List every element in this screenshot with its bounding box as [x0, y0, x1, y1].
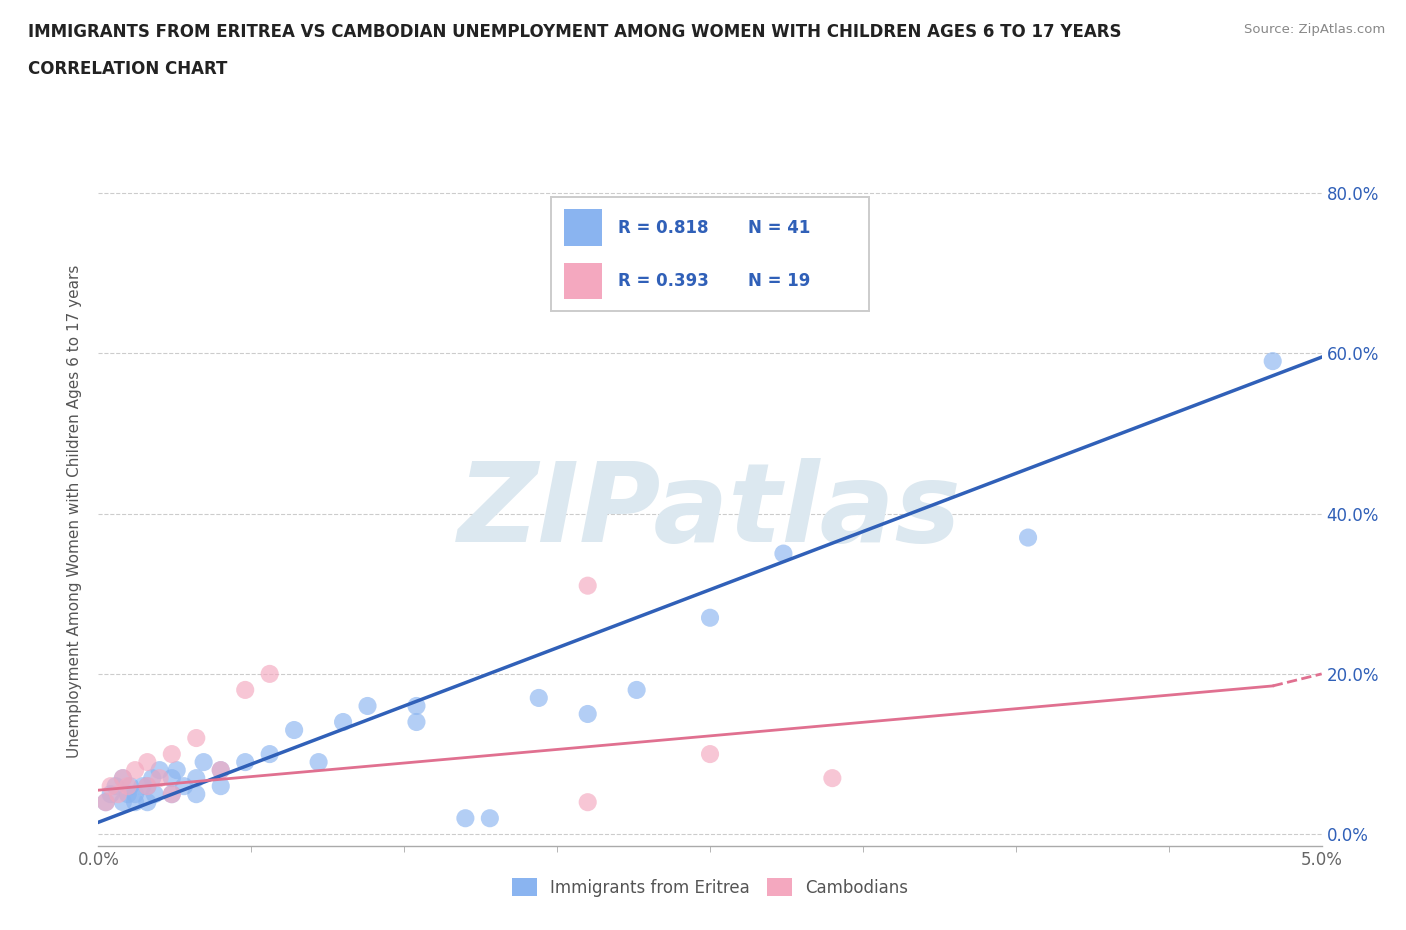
- Text: N = 41: N = 41: [748, 219, 811, 236]
- Point: [186, 731, 208, 746]
- Text: N = 19: N = 19: [748, 272, 811, 290]
- Point: [111, 795, 134, 810]
- Point: [209, 763, 232, 777]
- Point: [259, 747, 281, 762]
- Text: R = 0.818: R = 0.818: [617, 219, 709, 236]
- Point: [405, 714, 427, 729]
- Point: [117, 787, 139, 802]
- Point: [166, 763, 188, 777]
- Point: [94, 795, 117, 810]
- Point: [308, 754, 330, 769]
- Point: [821, 771, 844, 786]
- Point: [136, 754, 159, 769]
- Point: [626, 683, 648, 698]
- Text: Source: ZipAtlas.com: Source: ZipAtlas.com: [1244, 23, 1385, 36]
- Text: ZIPatlas: ZIPatlas: [458, 458, 962, 565]
- Point: [143, 787, 166, 802]
- Point: [576, 707, 599, 722]
- Point: [111, 771, 134, 786]
- Point: [233, 754, 256, 769]
- Point: [136, 778, 159, 793]
- Point: [186, 771, 208, 786]
- Point: [209, 763, 232, 777]
- Point: [160, 787, 183, 802]
- Point: [209, 778, 232, 793]
- Point: [283, 723, 305, 737]
- Point: [136, 778, 159, 793]
- Point: [233, 683, 256, 698]
- Point: [160, 747, 183, 762]
- Point: [107, 787, 129, 802]
- Point: [478, 811, 501, 826]
- Text: CORRELATION CHART: CORRELATION CHART: [28, 60, 228, 78]
- Point: [186, 787, 208, 802]
- Point: [100, 778, 122, 793]
- Point: [772, 546, 794, 561]
- Point: [131, 778, 153, 793]
- Point: [699, 610, 721, 625]
- Point: [136, 795, 159, 810]
- Point: [160, 771, 183, 786]
- Point: [124, 763, 146, 777]
- FancyBboxPatch shape: [564, 263, 602, 299]
- Point: [160, 787, 183, 802]
- Point: [111, 771, 134, 786]
- Point: [173, 778, 195, 793]
- Point: [576, 795, 599, 810]
- Y-axis label: Unemployment Among Women with Children Ages 6 to 17 years: Unemployment Among Women with Children A…: [67, 265, 83, 758]
- Point: [1017, 530, 1039, 545]
- Point: [259, 667, 281, 682]
- Point: [94, 795, 117, 810]
- FancyBboxPatch shape: [564, 209, 602, 246]
- Point: [100, 787, 122, 802]
- Point: [576, 578, 599, 593]
- Point: [104, 778, 127, 793]
- Point: [124, 787, 146, 802]
- Point: [699, 747, 721, 762]
- Point: [332, 714, 354, 729]
- Text: R = 0.393: R = 0.393: [617, 272, 709, 290]
- Point: [454, 811, 477, 826]
- Point: [1261, 353, 1284, 368]
- Point: [527, 690, 550, 705]
- Point: [405, 698, 427, 713]
- Point: [193, 754, 215, 769]
- Point: [124, 795, 146, 810]
- Legend: Immigrants from Eritrea, Cambodians: Immigrants from Eritrea, Cambodians: [503, 870, 917, 905]
- Point: [149, 771, 172, 786]
- Point: [356, 698, 378, 713]
- Point: [141, 771, 163, 786]
- Point: [117, 778, 139, 793]
- Point: [149, 763, 172, 777]
- Point: [120, 778, 142, 793]
- Text: IMMIGRANTS FROM ERITREA VS CAMBODIAN UNEMPLOYMENT AMONG WOMEN WITH CHILDREN AGES: IMMIGRANTS FROM ERITREA VS CAMBODIAN UNE…: [28, 23, 1122, 41]
